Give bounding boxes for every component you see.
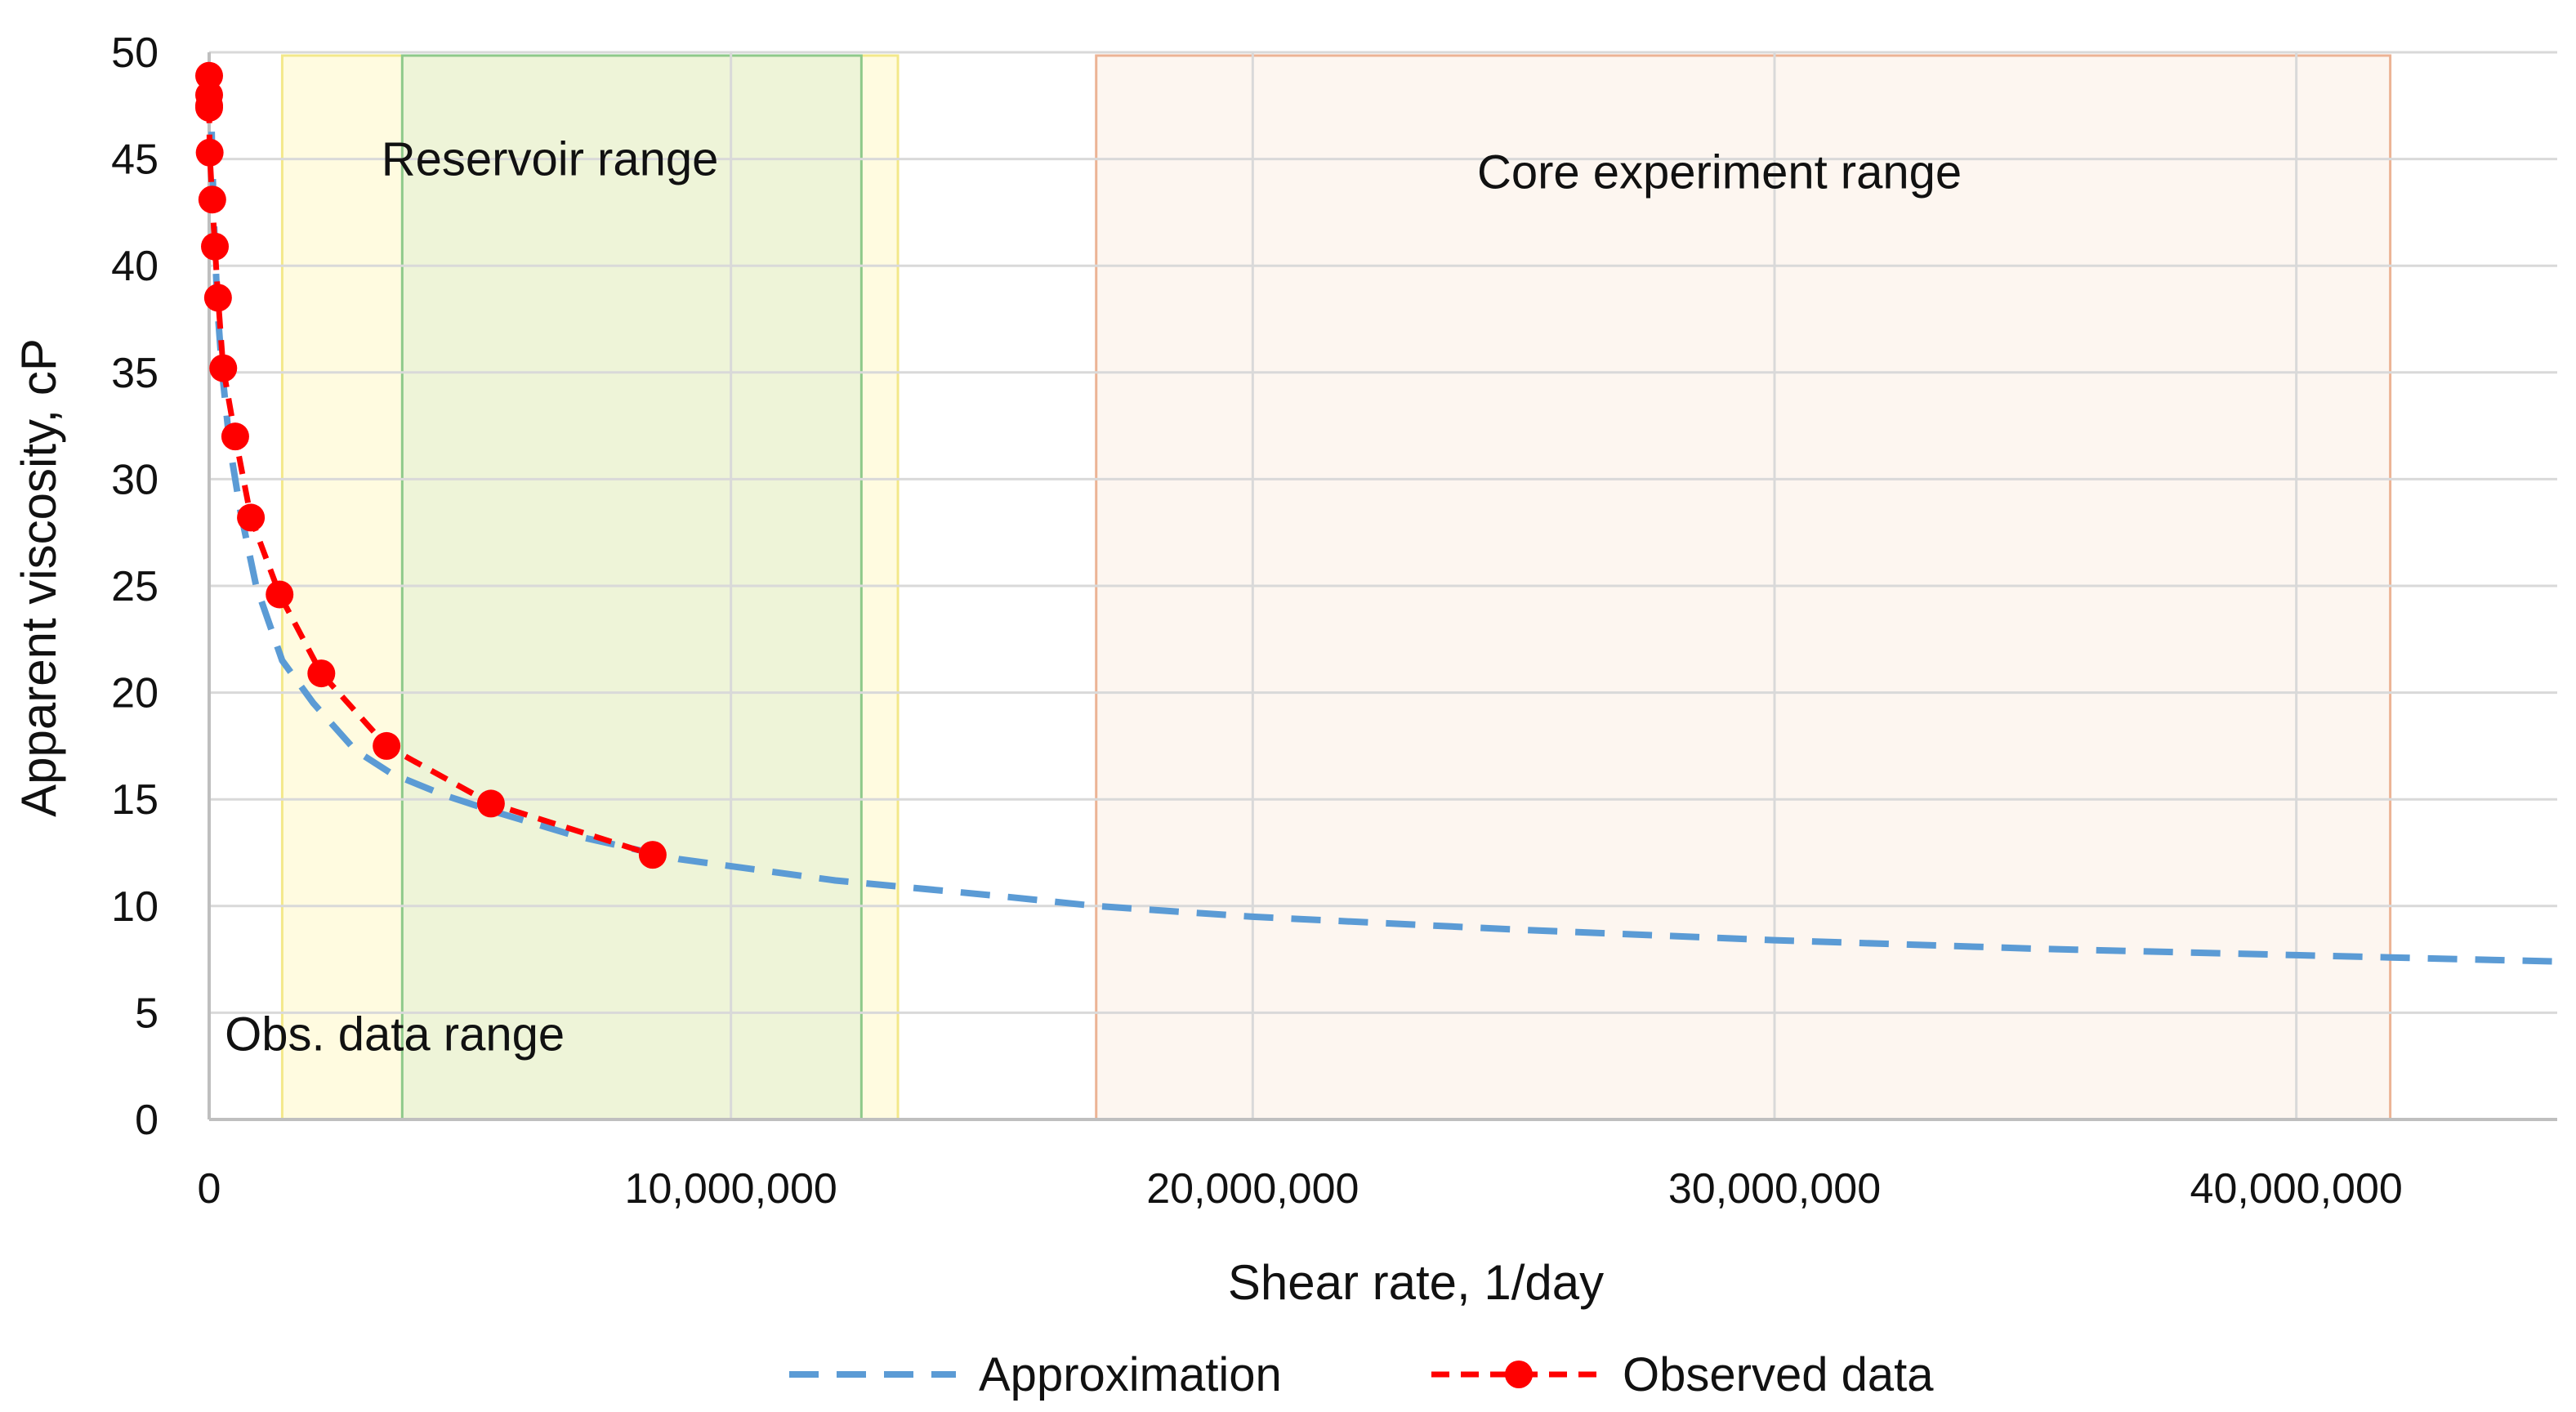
legend-label-approximation: Approximation <box>979 1348 1282 1401</box>
y-tick-label: 35 <box>111 350 158 397</box>
x-axis-title: Shear rate, 1/day <box>1228 1255 1604 1310</box>
observed-data-point <box>203 284 232 312</box>
x-tick-label: 40,000,000 <box>2190 1165 2403 1213</box>
range-regions <box>280 54 2392 1121</box>
observed-data-point <box>195 138 224 167</box>
region-core-experiment-range <box>1095 54 2392 1121</box>
observed-data-point <box>373 731 401 760</box>
data-series <box>195 61 2558 965</box>
y-tick-label: 20 <box>111 670 158 717</box>
tick-labels: 0 5 10 15 20 25 30 35 40 45 50 0 10,000,000 20,000,00… <box>111 29 2403 1213</box>
observed-data-point <box>307 659 336 688</box>
y-tick-label: 0 <box>135 1097 158 1144</box>
x-tick-label: 0 <box>198 1165 221 1213</box>
x-tick-label: 30,000,000 <box>1668 1165 1881 1213</box>
legend-label-observed-data: Observed data <box>1623 1348 1934 1401</box>
x-tick-label: 20,000,000 <box>1146 1165 1359 1213</box>
y-tick-label: 10 <box>111 883 158 931</box>
axes <box>208 52 2557 1121</box>
observed-data-point <box>209 354 238 382</box>
y-tick-label: 25 <box>111 563 158 610</box>
observed-data-point <box>638 841 667 869</box>
y-tick-label: 50 <box>111 29 158 77</box>
y-tick-label: 15 <box>111 776 158 824</box>
observed-data-point <box>195 61 223 90</box>
region-label: Reservoir range <box>382 133 719 186</box>
observed-data-point <box>201 232 230 261</box>
y-tick-label: 30 <box>111 456 158 503</box>
y-tick-label: 40 <box>111 243 158 290</box>
observed-data-point <box>195 93 223 122</box>
region-labels: Obs. data range Reservoir range Core exper… <box>225 133 1962 1061</box>
region-label: Core experiment range <box>1477 145 1962 199</box>
legend: Approximation Observed data <box>789 1348 1934 1401</box>
region-reservoir-range <box>400 54 863 1121</box>
observed-data-point <box>266 580 294 609</box>
observed-data-point <box>476 789 505 818</box>
y-tick-label: 45 <box>111 136 158 184</box>
region-label: Obs. data range <box>225 1008 565 1061</box>
y-tick-label: 5 <box>135 990 158 1037</box>
y-axis-title: Apparent viscosity, cP <box>11 338 66 817</box>
observed-data-point <box>221 422 249 451</box>
x-tick-label: 10,000,000 <box>625 1165 837 1213</box>
gridlines <box>209 51 2557 1119</box>
observed-data-point <box>237 503 266 532</box>
observed-data-point <box>198 185 226 214</box>
legend-marker-observed-data <box>1505 1361 1533 1388</box>
